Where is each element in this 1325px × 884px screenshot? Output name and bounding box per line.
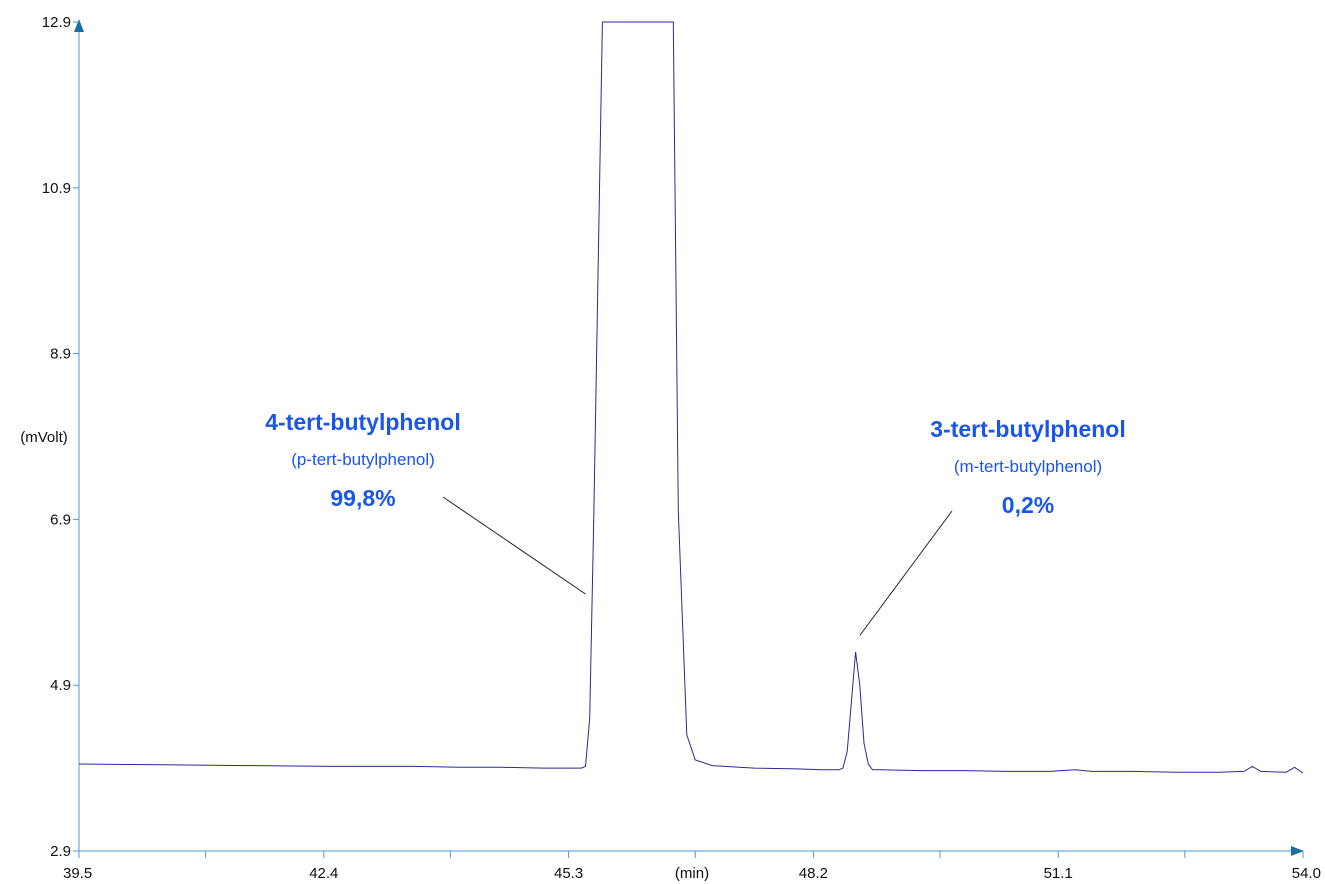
y-axis-arrow xyxy=(74,19,84,32)
annotation-arrow xyxy=(859,510,953,636)
x-tick-label: 48.2 xyxy=(799,865,828,882)
x-tick-label: 51.1 xyxy=(1044,865,1073,882)
x-axis-arrow xyxy=(1291,846,1304,856)
y-axis-label: (mVolt) xyxy=(20,429,68,446)
y-tick-label: 10.9 xyxy=(42,180,71,197)
x-tick-label: 45.3 xyxy=(554,865,583,882)
y-ticks: 2.9 4.9 6.9 8.9 10.9 12.9 xyxy=(42,14,79,860)
x-axis-label: (min) xyxy=(675,865,709,882)
y-tick-label: 4.9 xyxy=(50,677,71,694)
annotation-percent: 99,8% xyxy=(330,485,395,511)
y-tick-label: 2.9 xyxy=(50,843,71,860)
x-tick-label: 54.0 xyxy=(1292,865,1321,882)
annotation-arrow xyxy=(442,496,586,595)
annotation-compound-name: 3-tert-butylphenol xyxy=(930,416,1126,442)
peak-annotation-4-tert-butylphenol: 4-tert-butylphenol (p-tert-butylphenol) … xyxy=(265,409,586,595)
annotation-compound-name: 4-tert-butylphenol xyxy=(265,409,461,435)
chromatogram-trace xyxy=(78,21,1304,774)
y-tick-label: 12.9 xyxy=(42,14,71,31)
x-tick-label: 39.5 xyxy=(63,865,92,882)
peak-annotation-3-tert-butylphenol: 3-tert-butylphenol (m-tert-butylphenol) … xyxy=(859,416,1126,636)
annotation-percent: 0,2% xyxy=(1002,492,1054,518)
y-tick-label: 8.9 xyxy=(50,346,71,363)
y-tick-label: 6.9 xyxy=(50,511,71,528)
axes xyxy=(74,19,1304,856)
annotation-compound-alias: (p-tert-butylphenol) xyxy=(291,450,435,469)
x-tick-label: 42.4 xyxy=(309,865,338,882)
annotation-compound-alias: (m-tert-butylphenol) xyxy=(954,457,1102,476)
x-ticks: 39.5 42.4 45.3 48.2 51.1 54.0 xyxy=(63,851,1321,882)
